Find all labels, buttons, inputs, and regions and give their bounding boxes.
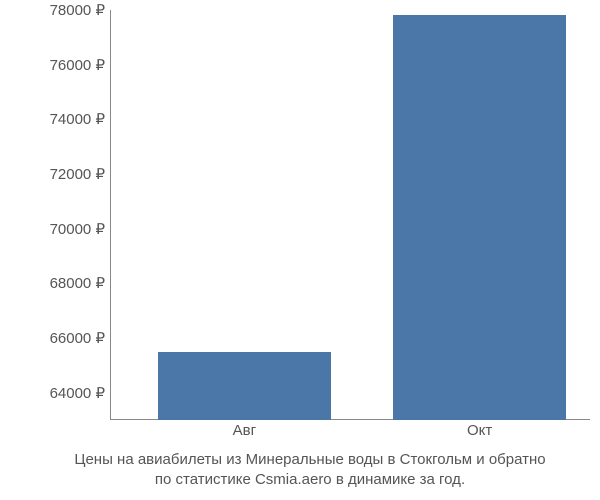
x-tick-label: Авг bbox=[233, 422, 256, 439]
bar bbox=[393, 15, 566, 420]
y-axis-line bbox=[110, 10, 111, 420]
chart-caption: Цены на авиабилеты из Минеральные воды в… bbox=[10, 446, 600, 491]
y-tick-label: 64000 ₽ bbox=[10, 384, 105, 402]
y-tick-label: 74000 ₽ bbox=[10, 110, 105, 128]
y-tick-label: 78000 ₽ bbox=[10, 1, 105, 19]
x-tick-label: Окт bbox=[467, 422, 492, 439]
y-tick-label: 66000 ₽ bbox=[10, 329, 105, 347]
chart-area: 64000 ₽ 66000 ₽ 68000 ₽ 70000 ₽ 72000 ₽ 74000… bbox=[10, 10, 590, 420]
y-tick-label: 70000 ₽ bbox=[10, 220, 105, 238]
caption-line-1: Цены на авиабилеты из Минеральные воды в… bbox=[74, 451, 545, 468]
y-tick-label: 68000 ₽ bbox=[10, 274, 105, 292]
plot-region bbox=[110, 10, 590, 420]
price-bar-chart: 64000 ₽ 66000 ₽ 68000 ₽ 70000 ₽ 72000 ₽ 74000… bbox=[0, 0, 600, 500]
y-tick-label: 72000 ₽ bbox=[10, 165, 105, 183]
y-axis: 64000 ₽ 66000 ₽ 68000 ₽ 70000 ₽ 72000 ₽ 74000… bbox=[10, 10, 105, 420]
caption-line-2: по статистике Csmia.aero в динамике за г… bbox=[155, 471, 465, 488]
y-tick-label: 76000 ₽ bbox=[10, 56, 105, 74]
x-axis-labels: Авг Окт bbox=[10, 422, 590, 446]
bar bbox=[158, 352, 331, 420]
